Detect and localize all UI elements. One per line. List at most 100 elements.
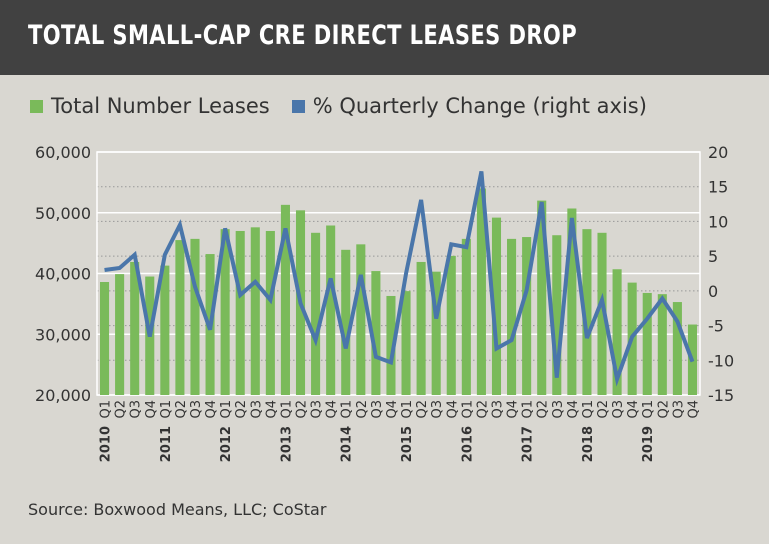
x-axis-tick: Q4 [385,400,400,419]
bar [326,225,336,395]
right-axis-tick: -10 [708,351,734,370]
x-axis-tick: Q2 [234,400,249,419]
x-axis-year: 2016 [460,426,475,462]
x-axis-tick: Q4 [626,400,641,419]
right-axis-tick: 15 [708,178,728,197]
legend-line: % Quarterly Change (right axis) [312,94,647,118]
x-axis-tick: Q1 [581,400,596,419]
x-axis-tick: Q1 [521,400,536,419]
bar [552,235,562,395]
header: TOTAL SMALL-CAP CRE DIRECT LEASES DROP [0,0,769,75]
bar [657,294,667,395]
bar [160,265,170,395]
line-series [104,171,695,387]
x-axis-tick: Q3 [430,400,445,419]
bar [356,244,366,395]
left-axis-tick: 20,000 [35,386,91,405]
x-axis-tick: Q2 [114,400,129,419]
source-note: Source: Boxwood Means, LLC; CoStar [28,500,327,519]
bar [507,238,517,395]
bar [401,291,411,395]
x-axis-tick: Q2 [355,400,370,419]
bar [280,204,290,395]
x-axis-tick: Q2 [475,400,490,419]
bar [386,295,396,395]
bar [597,232,607,395]
x-axis-year: 2013 [279,426,294,462]
left-axis-tick: 40,000 [35,265,91,284]
x-axis-tick: Q1 [340,400,355,419]
chart-title: TOTAL SMALL-CAP CRE DIRECT LEASES DROP [28,20,578,51]
bar [431,271,441,395]
x-axis-year: 2015 [400,426,415,462]
x-axis-year: 2010 [99,426,114,462]
bar [672,302,682,395]
x-axis-tick: Q1 [99,400,114,419]
x-axis-tick: Q1 [219,400,234,419]
x-axis-tick: Q4 [566,400,581,419]
bar [642,292,652,395]
x-axis-tick: Q3 [551,400,566,419]
right-axis-tick: -5 [708,317,724,336]
x-axis-tick: Q2 [656,400,671,419]
bar [130,261,140,395]
x-axis-tick: Q3 [249,400,264,419]
x-axis-tick: Q3 [310,400,325,419]
x-axis-tick: Q4 [204,400,219,419]
x-axis-year: 2018 [581,426,596,462]
bar [115,274,125,395]
x-axis-tick: Q2 [295,400,310,419]
x-axis-tick: Q4 [264,400,279,419]
bar [491,217,502,395]
bar [416,261,426,395]
left-axis-tick: 60,000 [35,143,91,162]
bar [371,271,381,395]
right-axis-tick: 10 [708,212,728,231]
x-axis-tick: Q1 [279,400,294,419]
x-axis-tick: Q3 [129,400,144,419]
bar [567,208,577,395]
x-axis-tick: Q3 [671,400,686,419]
bar [582,229,592,395]
x-axis-tick: Q3 [611,400,626,419]
bar [311,232,321,395]
bar [220,229,230,395]
legend-bars: Total Number Leases [51,94,270,118]
right-axis-tick: 20 [708,143,728,162]
x-axis-tick: Q4 [325,400,340,419]
x-axis-tick: Q3 [189,400,204,419]
plot-border [96,151,701,396]
right-axis-tick: 5 [708,247,718,266]
bar [175,240,185,395]
bar [476,188,486,395]
x-axis-tick: Q4 [144,400,159,419]
bar [461,238,471,395]
right-axis-tick: 0 [708,282,718,301]
bar [612,269,622,395]
x-axis-tick: Q3 [490,400,505,419]
bar [522,237,532,395]
x-axis-tick: Q4 [506,400,521,419]
bar [235,230,245,395]
x-axis-tick: Q2 [596,400,611,419]
x-axis-tick: Q2 [415,400,430,419]
legend-line-swatch [291,99,305,113]
x-axis-tick: Q2 [174,400,189,419]
x-axis-tick: Q1 [460,400,475,419]
bar [537,200,547,395]
left-axis-tick: 50,000 [35,204,91,223]
x-axis-tick: Q3 [370,400,385,419]
bar [341,249,351,395]
bar [250,227,260,395]
legend: Total Number Leases % Quarterly Change (… [30,94,647,118]
x-axis-tick: Q1 [159,400,174,419]
x-axis-year: 2014 [340,426,355,462]
bar [446,255,456,395]
x-axis-tick: Q1 [400,400,415,419]
x-axis-year: 2011 [159,426,174,462]
x-axis-year: 2012 [219,426,234,462]
x-axis-tick: Q4 [686,400,701,419]
x-axis-year: 2017 [521,426,536,462]
right-axis-tick: -15 [708,386,734,405]
x-axis-year: 2019 [641,426,656,462]
